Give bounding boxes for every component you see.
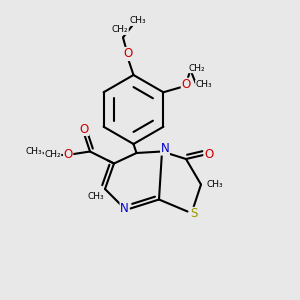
Text: S: S bbox=[190, 207, 198, 220]
Text: N: N bbox=[120, 202, 129, 215]
Text: O: O bbox=[64, 148, 73, 161]
Text: O: O bbox=[123, 47, 132, 61]
Text: CH₃: CH₃ bbox=[88, 192, 104, 201]
Text: O: O bbox=[181, 78, 190, 91]
Text: CH₃: CH₃ bbox=[196, 80, 212, 89]
Text: CH₂: CH₂ bbox=[112, 26, 128, 34]
Text: CH₃: CH₃ bbox=[26, 147, 42, 156]
Text: CH₃: CH₃ bbox=[206, 180, 223, 189]
Text: CH₃: CH₃ bbox=[130, 16, 146, 26]
Text: CH₂: CH₂ bbox=[188, 64, 205, 73]
Text: N: N bbox=[160, 142, 169, 155]
Text: CH₂: CH₂ bbox=[44, 150, 61, 159]
Text: O: O bbox=[80, 122, 88, 136]
Text: O: O bbox=[204, 148, 213, 161]
